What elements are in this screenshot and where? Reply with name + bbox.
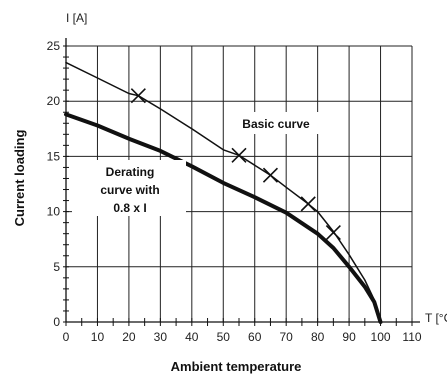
basic-curve-label-bg xyxy=(232,112,320,134)
basic-curve-label: Basic curve xyxy=(242,117,310,131)
derating-label-bg xyxy=(72,160,186,216)
x-tick-label: 40 xyxy=(185,330,199,344)
x-axis-title: Ambient temperature xyxy=(171,359,302,374)
x-tick-label: 90 xyxy=(342,330,356,344)
y-tick-label: 15 xyxy=(47,149,61,163)
x-tick-label: 10 xyxy=(91,330,105,344)
tick-labels: 0 10 20 30 40 50 60 70 80 90 100 110 0 5 10 15 20 25 xyxy=(47,39,422,344)
derating-label-line: 0.8 x I xyxy=(113,201,146,215)
x-marker-stroke xyxy=(231,147,247,163)
x-marker xyxy=(231,147,247,163)
y-tick-label: 10 xyxy=(47,205,61,219)
data-markers xyxy=(130,88,341,241)
series-basic-curve xyxy=(65,61,382,323)
x-marker xyxy=(325,225,341,241)
x-tick-label: 50 xyxy=(217,330,231,344)
x-marker-stroke xyxy=(325,225,341,241)
derating-label: Derating curve with 0.8 x I xyxy=(100,165,159,215)
derating-label-line: curve with xyxy=(100,183,159,197)
x-tick-label: 80 xyxy=(311,330,325,344)
x-marker xyxy=(130,88,146,104)
x-marker-stroke xyxy=(262,167,279,183)
x-marker-stroke xyxy=(300,196,316,212)
y-tick-label: 20 xyxy=(47,94,61,108)
x-unit-label: T [°C] xyxy=(425,311,447,325)
y-tick-label: 5 xyxy=(53,260,60,274)
y-unit-label: I [A] xyxy=(66,11,87,25)
x-tick-label: 110 xyxy=(402,330,421,344)
series-lines xyxy=(64,61,383,324)
x-tick-label: 20 xyxy=(122,330,136,344)
y-tick-label: 25 xyxy=(47,39,61,53)
x-tick-label: 0 xyxy=(63,330,70,344)
x-tick-label: 70 xyxy=(280,330,294,344)
y-axis-title: Current loading xyxy=(12,130,27,227)
series-derating-curve xyxy=(64,112,383,324)
x-tick-label: 30 xyxy=(154,330,168,344)
axes xyxy=(63,38,420,326)
x-marker-stroke xyxy=(130,88,146,104)
x-marker xyxy=(300,196,316,212)
derating-label-line: Derating xyxy=(106,165,155,179)
x-marker xyxy=(262,167,279,183)
x-tick-label: 100 xyxy=(371,330,391,344)
y-tick-label: 0 xyxy=(53,315,60,329)
annotations: Basic curve Derating curve with 0.8 x I xyxy=(72,112,320,216)
x-tick-label: 60 xyxy=(248,330,262,344)
